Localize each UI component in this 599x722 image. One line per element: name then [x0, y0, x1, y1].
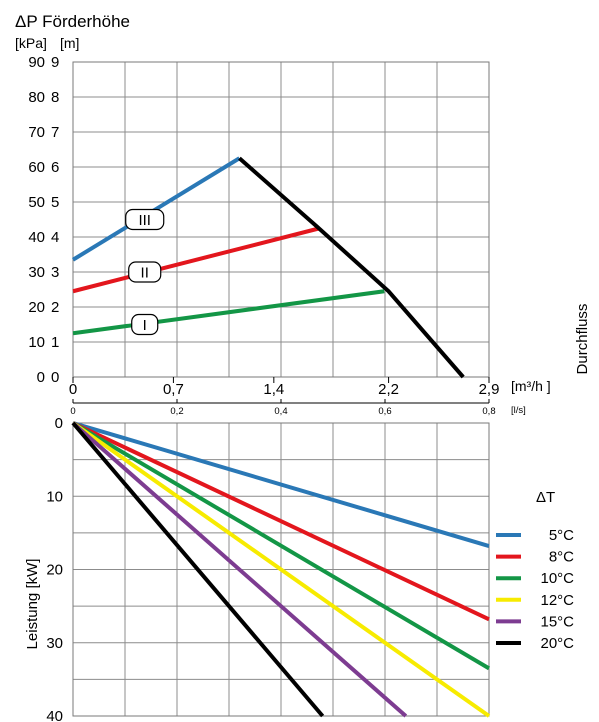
- bottom-ytick-label: 0: [55, 415, 63, 432]
- legend-entry: 5°C: [549, 527, 574, 544]
- top-series-line-max: [238, 156, 465, 379]
- top-ytick-m: 7: [51, 124, 59, 141]
- secondary-xtick-label: 0,2: [170, 406, 183, 417]
- top-xtick-label: 1,4: [263, 381, 284, 398]
- top-ytick-kpa: 30: [28, 264, 45, 281]
- bottom-series-line-15c: [71, 421, 408, 718]
- y-unit-kpa: [kPa]: [15, 35, 47, 51]
- x-unit-m3h: [m³/h ]: [511, 378, 551, 394]
- top-ytick-m: 3: [51, 264, 59, 281]
- top-ytick-kpa: 10: [28, 334, 45, 351]
- top-chart-ticks: 0 010 120 230 340 450 560 670 780 890 90 0,7 1,4 2,2 2…: [28, 54, 550, 417]
- x-unit-ls: [l/s]: [511, 405, 526, 416]
- top-ytick-m: 6: [51, 159, 59, 176]
- top-ytick-kpa: 80: [28, 89, 45, 106]
- bottom-series-line-8c: [72, 421, 490, 622]
- top-ytick-m: 4: [51, 229, 59, 246]
- top-ytick-m: 5: [51, 194, 59, 211]
- legend-entry: 20°C: [540, 635, 574, 652]
- bottom-chart-grid: [72, 422, 490, 717]
- bottom-series-line-12c: [71, 421, 491, 718]
- top-xtick-label: 0: [69, 381, 77, 398]
- top-ytick-m: 0: [51, 369, 59, 386]
- legend-entry: 12°C: [540, 592, 574, 609]
- curve-label-III: III: [138, 212, 151, 229]
- bottom-chart-ticks: 0 10 20 30 40: [46, 415, 63, 722]
- top-ytick-kpa: 0: [37, 369, 45, 386]
- top-ytick-kpa: 60: [28, 159, 45, 176]
- bottom-ytick-label: 30: [46, 635, 63, 652]
- curve-label-II: II: [141, 265, 149, 282]
- top-ytick-kpa: 20: [28, 299, 45, 316]
- secondary-xtick-label: 0: [70, 406, 75, 417]
- bottom-series-line-5c: [72, 421, 490, 548]
- legend-title: ΔT: [536, 489, 555, 506]
- top-xtick-label: 0,7: [163, 381, 184, 398]
- side-label-durchfluss: Durchfluss: [574, 304, 591, 375]
- secondary-xtick-label: 0,4: [274, 406, 287, 417]
- bottom-chart-series: [71, 421, 491, 718]
- top-ytick-kpa: 50: [28, 194, 45, 211]
- curve-label-box: [128, 261, 162, 283]
- top-ytick-m: 8: [51, 89, 59, 106]
- top-xtick-label: 2,2: [378, 381, 399, 398]
- bottom-ytick-label: 40: [46, 708, 63, 722]
- top-ytick-m: 9: [51, 54, 59, 71]
- top-ytick-kpa: 40: [28, 229, 45, 246]
- legend-entry: 10°C: [540, 570, 574, 587]
- bottom-series-line-20c: [71, 421, 325, 718]
- top-ytick-m: 1: [51, 334, 59, 351]
- bottom-ylabel: Leistung [kW]: [24, 559, 41, 650]
- legend: ΔT 5°C 8°C 10°C 12°C 15°C 20°C: [496, 489, 574, 652]
- curve-label-I: I: [143, 317, 147, 334]
- bottom-ytick-label: 20: [46, 562, 63, 579]
- top-chart-frame: [72, 61, 490, 378]
- bottom-ytick-label: 10: [46, 488, 63, 505]
- bottom-series-line-10c: [71, 421, 491, 671]
- secondary-xtick-label: 0,8: [482, 406, 495, 417]
- top-ytick-kpa: 70: [28, 124, 45, 141]
- top-xtick-label: 2,9: [479, 381, 500, 398]
- top-series-line-I: [72, 289, 385, 336]
- curve-label-box: [131, 313, 159, 336]
- y-unit-m: [m]: [60, 35, 79, 51]
- curve-label-box: [125, 208, 165, 231]
- secondary-xtick-label: 0,6: [378, 406, 391, 417]
- legend-entry: 8°C: [549, 549, 574, 566]
- top-ytick-m: 2: [51, 299, 59, 316]
- bottom-chart-frame: [72, 422, 490, 717]
- top-chart-title: ΔP Förderhöhe: [15, 12, 130, 31]
- top-ytick-kpa: 90: [28, 54, 45, 71]
- top-series-line-II: [72, 226, 321, 294]
- legend-entry: 15°C: [540, 613, 574, 630]
